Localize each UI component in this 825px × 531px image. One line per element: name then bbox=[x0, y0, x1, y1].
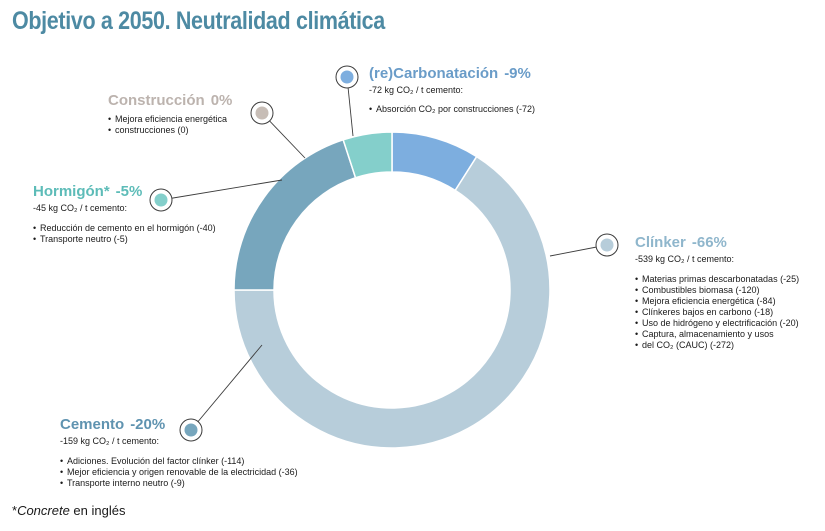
list-item: Mejor eficiencia y origen renovable de l… bbox=[60, 467, 298, 478]
list-item: Clínkeres bajos en carbono (-18) bbox=[635, 307, 799, 318]
list-item: Materias primas descarbonatadas (-25) bbox=[635, 274, 799, 285]
clinker-name: Clínker bbox=[635, 234, 686, 251]
callout-dot-construccion bbox=[255, 106, 269, 120]
list-item: Adiciones. Evolución del factor clínker … bbox=[60, 456, 298, 467]
label-recarbonatacion: (re)Carbonatación -9% -72 kg CO₂ / t ceme… bbox=[369, 65, 535, 115]
label-clinker: Clínker -66% -539 kg CO₂ / t cemento: Mat… bbox=[635, 234, 799, 351]
cemento-subtitle: -159 kg CO₂ / t cemento: bbox=[60, 436, 160, 446]
construccion-name: Construcción bbox=[108, 92, 205, 109]
cemento-list: Adiciones. Evolución del factor clínker … bbox=[60, 456, 298, 489]
list-item: Captura, almacenamiento y usos bbox=[635, 329, 799, 340]
footnote: *Concrete en inglés bbox=[12, 503, 126, 518]
hormigon-subtitle: -45 kg CO₂ / t cemento: bbox=[33, 203, 128, 213]
donut-slices bbox=[233, 131, 551, 449]
callout-line-hormigon bbox=[160, 179, 283, 201]
clinker-percent: -66% bbox=[691, 234, 727, 251]
recarbonatacion-list: Absorción CO₂ por construcciones (-72) bbox=[369, 104, 535, 115]
hormigon-heading: Hormigón* -5% bbox=[33, 183, 216, 201]
clinker-heading: Clínker -66% bbox=[635, 234, 799, 252]
list-item: Reducción de cemento en el hormigón (-40… bbox=[33, 223, 216, 234]
construccion-percent: 0% bbox=[210, 92, 233, 109]
cemento-name: Cemento bbox=[60, 416, 125, 433]
clinker-subtitle: -539 kg CO₂ / t cemento: bbox=[635, 254, 735, 264]
slice-cemento bbox=[233, 138, 357, 291]
list-item: Absorción CO₂ por construcciones (-72) bbox=[369, 104, 535, 115]
hormigon-name: Hormigón* bbox=[33, 183, 110, 200]
callout-dot-hormigon bbox=[154, 193, 168, 207]
list-item: Mejora eficiencia energética (-84) bbox=[635, 296, 799, 307]
slice-hormigon bbox=[342, 131, 393, 179]
callout-line-cemento bbox=[190, 344, 263, 431]
hormigon-list: Reducción de cemento en el hormigón (-40… bbox=[33, 223, 216, 245]
construccion-heading: Construcción 0% bbox=[108, 92, 232, 110]
construccion-list: Mejora eficiencia energética construccio… bbox=[108, 114, 232, 136]
page-title: Objetivo a 2050. Neutralidad climática bbox=[12, 7, 385, 35]
cemento-heading: Cemento -20% bbox=[60, 416, 298, 434]
list-item: Combustibles biomasa (-120) bbox=[635, 285, 799, 296]
hormigon-percent: -5% bbox=[115, 183, 143, 200]
label-hormigon: Hormigón* -5% -45 kg CO₂ / t cemento: Red… bbox=[33, 183, 216, 245]
list-item-continuation: del CO₂ (CAUC) (-272) bbox=[635, 340, 799, 351]
list-item: Transporte interno neutro (-9) bbox=[60, 478, 298, 489]
slice-clinker bbox=[233, 155, 551, 449]
callout-dot-clinker bbox=[600, 238, 614, 252]
recarbonatacion-subtitle: -72 kg CO₂ / t cemento: bbox=[369, 85, 464, 95]
list-item-continuation: construcciones (0) bbox=[108, 125, 232, 136]
recarbonatacion-heading: (re)Carbonatación -9% bbox=[369, 65, 535, 83]
callout-dot-recarbonatacion bbox=[340, 70, 354, 84]
recarbonatacion-name: (re)Carbonatación bbox=[369, 65, 499, 82]
label-construccion: Construcción 0% Mejora eficiencia energét… bbox=[108, 92, 232, 136]
list-item: Uso de hidrógeno y electrificación (-20) bbox=[635, 318, 799, 329]
callout-lines bbox=[149, 65, 619, 442]
label-cemento: Cemento -20% -159 kg CO₂ / t cemento: Adi… bbox=[60, 416, 298, 489]
list-item: Mejora eficiencia energética bbox=[108, 114, 232, 125]
cemento-percent: -20% bbox=[130, 416, 166, 433]
recarbonatacion-percent: -9% bbox=[504, 65, 531, 82]
list-item: Transporte neutro (-5) bbox=[33, 234, 216, 245]
clinker-list: Materias primas descarbonatadas (-25) Co… bbox=[635, 274, 799, 351]
callout-dot-cemento bbox=[184, 423, 198, 437]
